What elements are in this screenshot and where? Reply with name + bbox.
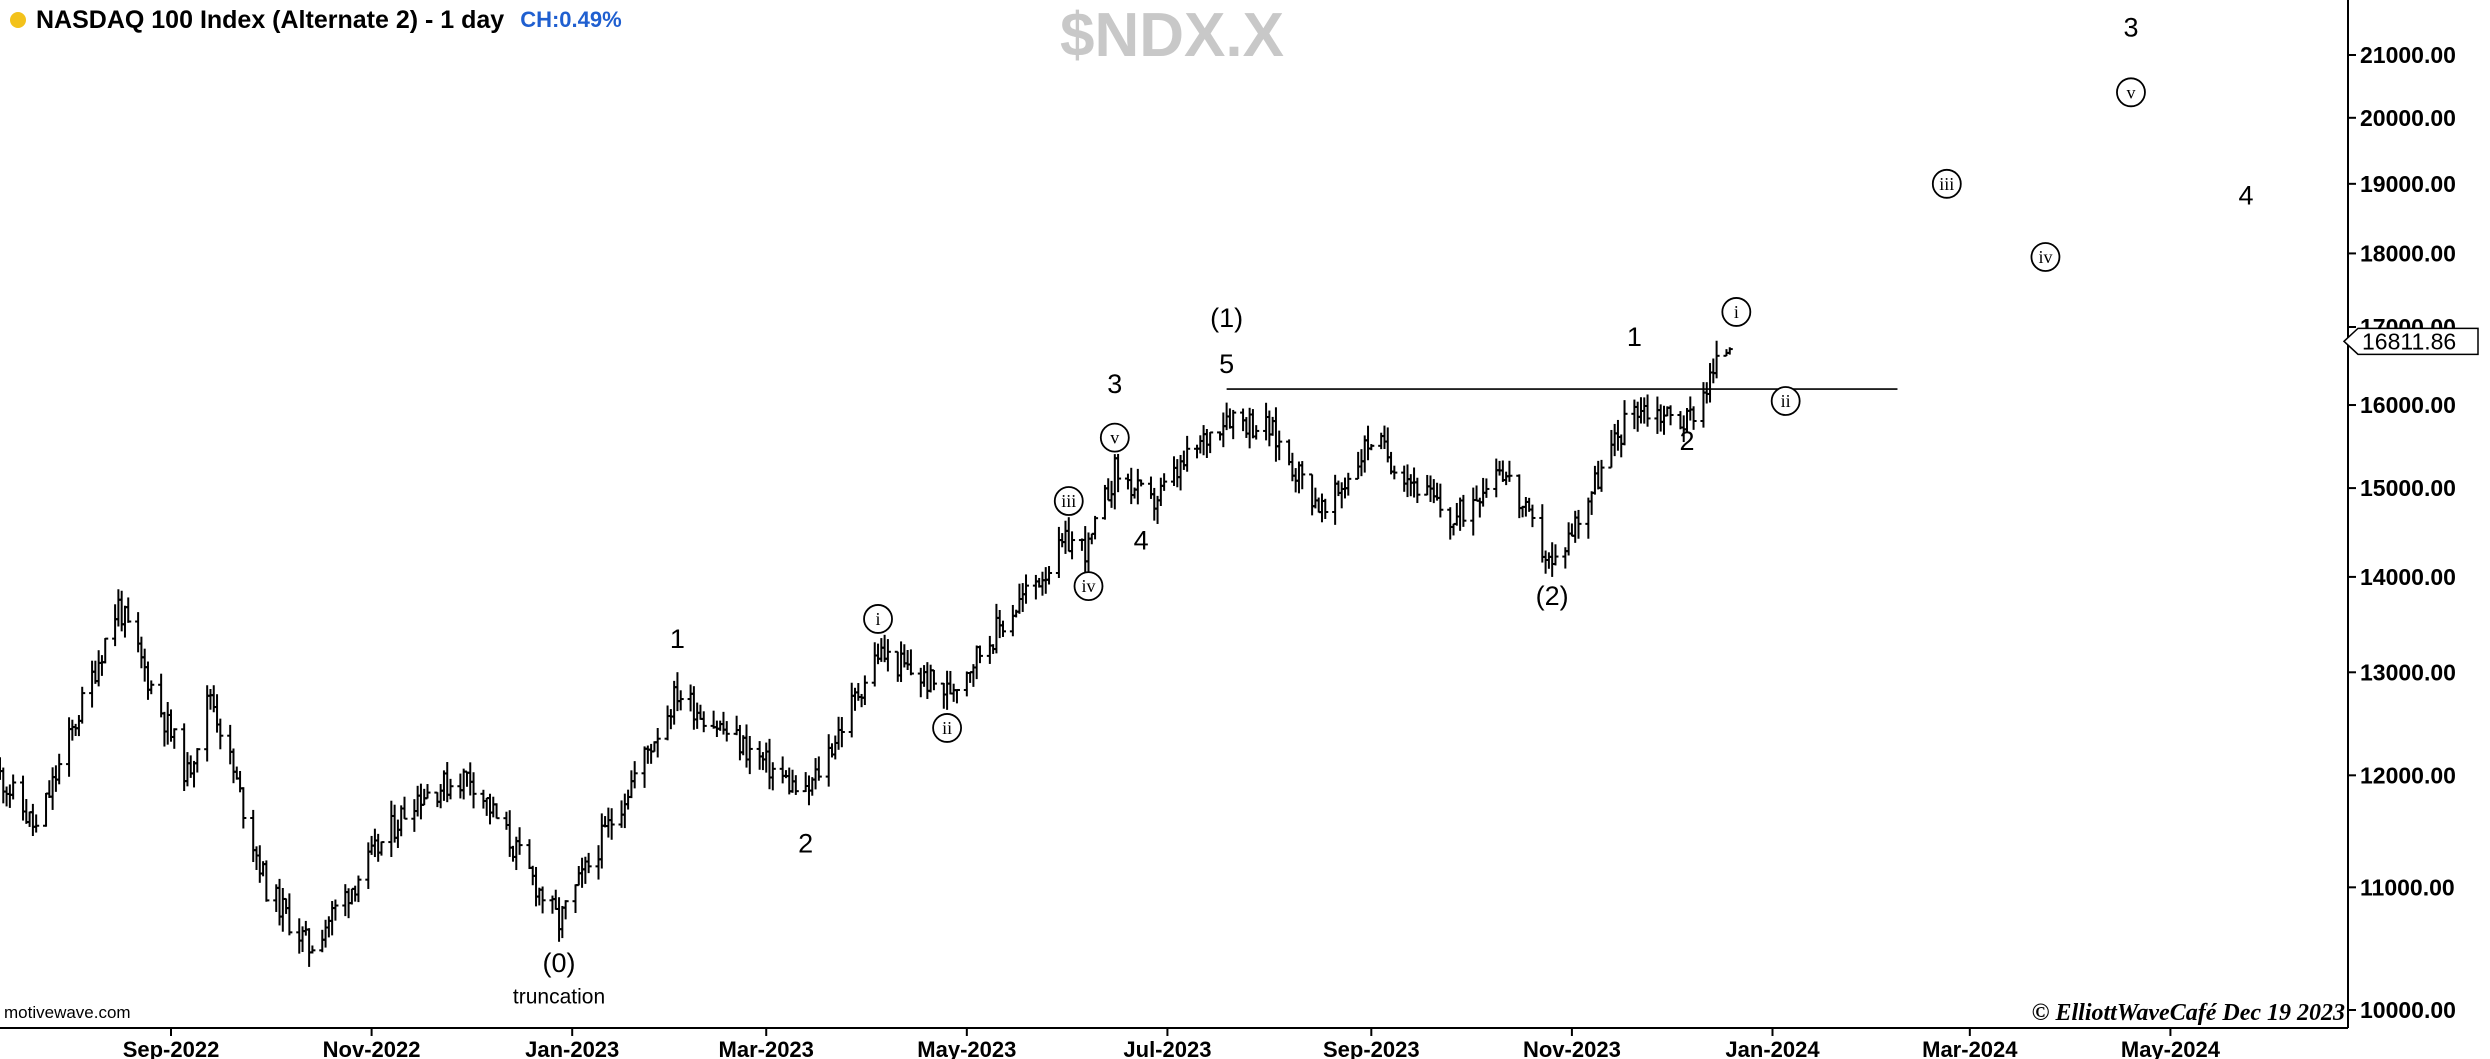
price-tick-label: 21000.00 [2360, 42, 2456, 68]
time-tick-label: May-2024 [2121, 1037, 2221, 1059]
wave-label: 4 [1134, 526, 1149, 556]
wave-label: ii [1781, 391, 1791, 411]
wave-label: i [876, 609, 881, 629]
time-tick-label: Jan-2024 [1725, 1037, 1820, 1059]
price-tick-label: 16000.00 [2360, 392, 2456, 418]
last-price-label: 16811.86 [2362, 328, 2456, 354]
time-tick-label: Sep-2023 [1323, 1037, 1420, 1059]
wave-label-circle [2116, 77, 2146, 108]
time-tick-label: Nov-2022 [323, 1037, 421, 1059]
wave-annotations: (0)truncation12iiiiiiivv34(1)5(2)12iiiii… [513, 13, 2254, 1009]
wave-label: 2 [1679, 426, 1694, 456]
wave-label-circle [1073, 571, 1104, 602]
source-label[interactable]: motivewave.com [4, 1003, 131, 1022]
time-tick-label: Mar-2024 [1922, 1037, 2018, 1059]
price-tick-label: 13000.00 [2360, 659, 2456, 685]
wave-label-circle [1721, 297, 1752, 327]
wave-label-circle [932, 713, 962, 743]
symbol-watermark: $NDX.X [1060, 1, 1284, 70]
wave-label-circle [1053, 486, 1084, 516]
wave-label: (2) [1536, 581, 1569, 611]
price-tick-label: 18000.00 [2360, 240, 2456, 266]
chart-header: NASDAQ 100 Index (Alternate 2) - 1 day C… [0, 0, 622, 40]
wave-label: v [2126, 82, 2135, 102]
wave-label: v [1110, 428, 1119, 448]
time-tick-label: Mar-2023 [719, 1037, 814, 1059]
wave-label: 2 [798, 829, 813, 859]
time-tick-label: Sep-2022 [123, 1037, 220, 1059]
time-tick-label: Jan-2023 [525, 1037, 619, 1059]
wave-label: 1 [1627, 322, 1642, 352]
price-tick-label: 14000.00 [2360, 564, 2456, 590]
last-price-marker: 16811.86 [2342, 327, 2479, 356]
wave-label-circle [1099, 422, 1130, 453]
wave-label-circle [2030, 242, 2061, 272]
price-tick-label: 19000.00 [2360, 171, 2456, 197]
time-axis[interactable]: Sep-2022 Nov-2022 Jan-2023 Mar-2023 May-2023… [123, 1028, 2221, 1059]
price-tick-label: 12000.00 [2360, 762, 2456, 788]
wave-label: 1 [670, 624, 685, 654]
wave-label-circle [1931, 168, 1962, 199]
wave-label: 4 [2239, 180, 2254, 210]
time-tick-label: Jul-2023 [1123, 1037, 1211, 1059]
wave-label: ii [942, 718, 952, 738]
wave-label-circle [863, 604, 893, 634]
price-tick-label: 11000.00 [2360, 874, 2455, 900]
price-tick-label: 15000.00 [2360, 475, 2456, 501]
chart-title[interactable]: NASDAQ 100 Index (Alternate 2) - 1 day [36, 5, 505, 34]
price-tick-label: 20000.00 [2360, 105, 2456, 131]
ohlc-bars [0, 340, 1733, 967]
status-dot-icon [10, 12, 26, 28]
change-readout: CH:0.49% [520, 7, 622, 32]
wave-label: i [1734, 302, 1739, 322]
price-tick-label: 10000.00 [2360, 997, 2456, 1023]
wave-label: iii [1939, 174, 1954, 194]
wave-label-circle [1770, 386, 1801, 416]
wave-label: iii [1061, 491, 1076, 511]
wave-label: iv [2038, 247, 2052, 267]
last-price-box [2342, 327, 2479, 356]
time-tick-label: May-2023 [917, 1037, 1016, 1059]
wave-label: 3 [1107, 369, 1122, 399]
credit-label: © ElliottWaveCafé Dec 19 2023 [2032, 1000, 2345, 1026]
wave-label: (0) [543, 948, 576, 978]
time-tick-label: Nov-2023 [1523, 1037, 1621, 1059]
wave-label: (1) [1210, 303, 1243, 333]
wave-note: truncation [513, 986, 605, 1009]
wave-label: 5 [1219, 349, 1234, 379]
wave-label: 3 [2123, 13, 2138, 43]
price-axis[interactable]: 10000.00 11000.00 12000.00 13000.00 14000.00… [2348, 42, 2456, 1023]
wave-label: iv [1081, 576, 1095, 596]
